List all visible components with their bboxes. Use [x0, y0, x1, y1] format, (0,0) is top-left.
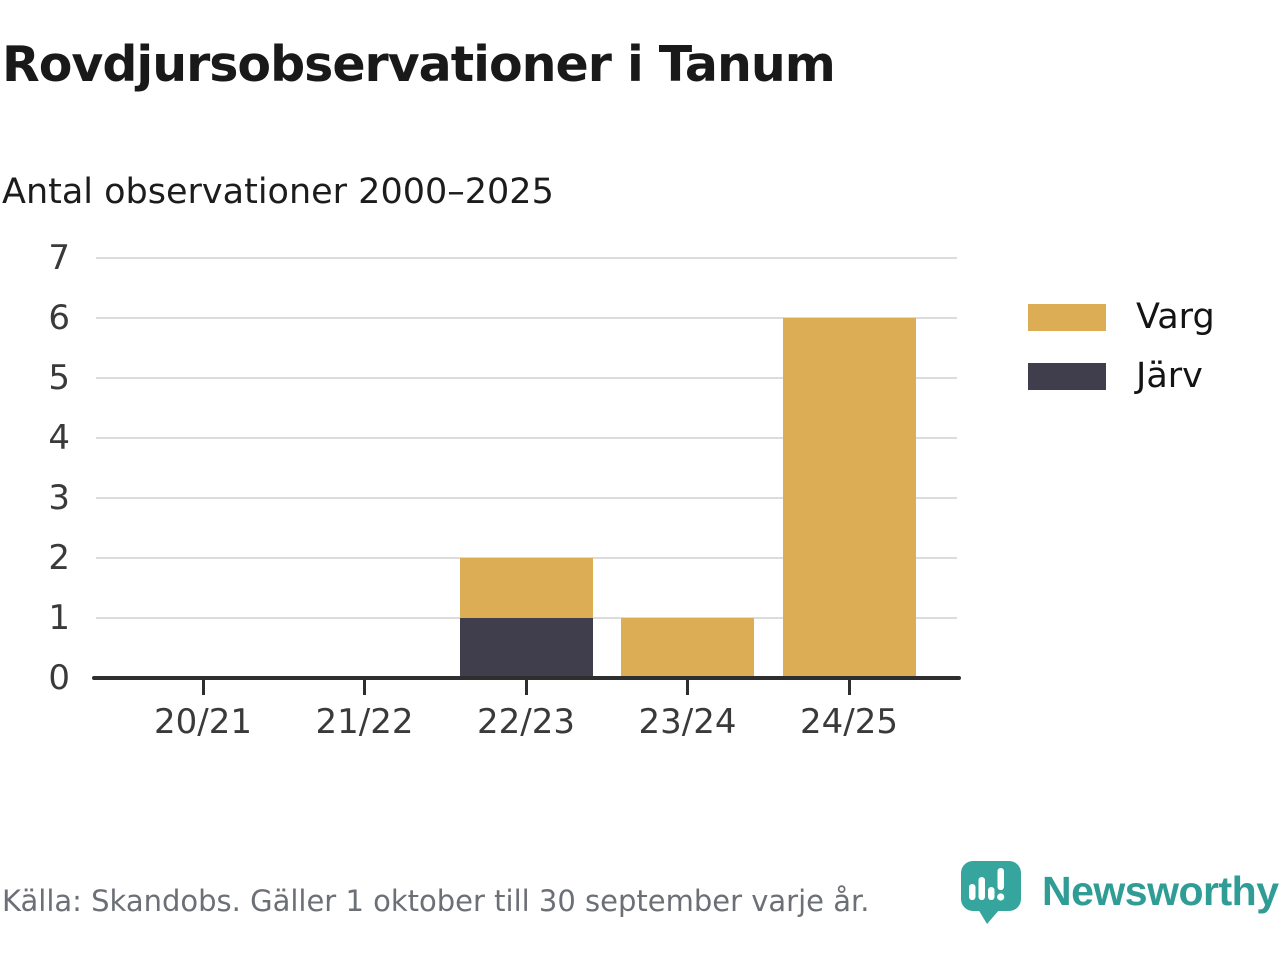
x-axis-line [92, 676, 961, 680]
chart-subtitle: Antal observationer 2000–2025 [2, 172, 554, 212]
x-tick-label-24-25: 24/25 [800, 702, 898, 742]
legend-item-jarv: Järv [1028, 355, 1215, 397]
source-note: Källa: Skandobs. Gäller 1 oktober till 3… [2, 884, 870, 918]
y-tick-label-1: 1 [48, 598, 70, 638]
newsworthy-logo: Newsworthy [960, 858, 1280, 928]
legend-label-varg: Varg [1136, 297, 1215, 337]
gridline-y5 [96, 377, 957, 379]
x-tick-label-22-23: 22/23 [477, 702, 575, 742]
x-tick-label-23-24: 23/24 [638, 702, 737, 742]
legend-swatch-jarv [1028, 362, 1106, 390]
y-tick-label-0: 0 [48, 658, 70, 698]
x-tick-21-22 [363, 680, 366, 695]
y-tick-label-7: 7 [48, 238, 70, 278]
x-tick-23-24 [686, 680, 689, 695]
legend-label-jarv: Järv [1136, 356, 1203, 396]
x-tick-label-20-21: 20/21 [154, 702, 252, 742]
brand-name: Newsworthy [1042, 868, 1279, 914]
bar-23-24-varg [621, 618, 754, 678]
gridline-y4 [96, 437, 957, 439]
legend-swatch-varg [1028, 303, 1106, 331]
y-tick-label-6: 6 [48, 298, 70, 338]
x-tick-24-25 [847, 680, 851, 695]
legend: Varg Järv [1028, 296, 1215, 414]
gridline-y6 [96, 317, 957, 319]
bar-22-23-järv [459, 618, 593, 678]
y-tick-label-3: 3 [48, 478, 70, 518]
gridline-y7 [96, 257, 957, 259]
x-tick-20-21 [201, 680, 205, 695]
bar-22-23-varg [459, 558, 593, 618]
y-tick-label-2: 2 [48, 538, 70, 578]
x-tick-label-21-22: 21/22 [315, 702, 414, 742]
legend-item-varg: Varg [1028, 296, 1215, 338]
newsworthy-logo-icon [961, 861, 1021, 924]
x-tick-22-23 [524, 680, 528, 695]
gridline-y3 [96, 497, 957, 499]
y-tick-label-4: 4 [48, 418, 70, 458]
y-tick-label-5: 5 [48, 358, 70, 398]
page-title: Rovdjursobservationer i Tanum [2, 36, 836, 93]
bar-24-25-varg [782, 318, 916, 678]
